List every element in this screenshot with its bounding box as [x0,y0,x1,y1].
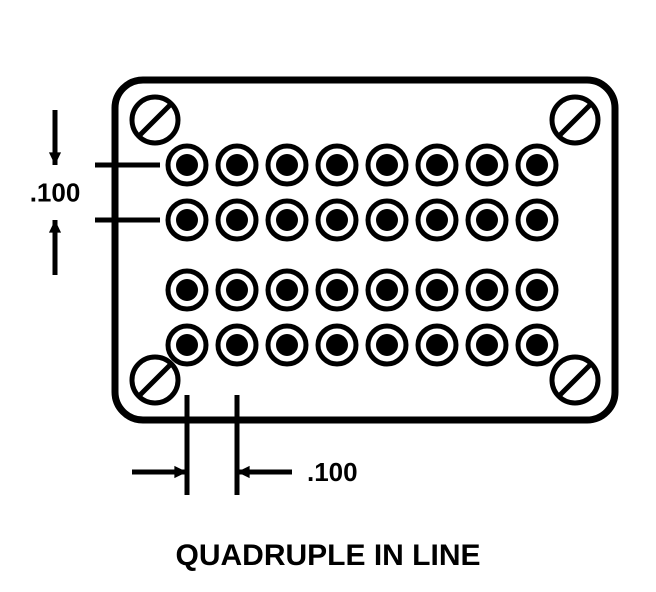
dim-h-label: .100 [307,457,358,487]
pin-icon [268,146,306,184]
pin-icon [168,326,206,364]
pin-icon [168,271,206,309]
arrowhead-icon [49,152,61,165]
pin-icon [218,146,256,184]
pin-icon [218,271,256,309]
pin-icon [218,201,256,239]
pin-icon [168,201,206,239]
pin-icon [468,271,506,309]
connector-outline [115,80,615,420]
pin-icon [518,271,556,309]
screw-icon [132,97,178,143]
pin-icon [418,201,456,239]
pin-icon [318,326,356,364]
pin-icon [318,146,356,184]
pin-icon [218,326,256,364]
pin-icon [368,271,406,309]
pin-icon [468,201,506,239]
screw-icon [552,357,598,403]
pin-icon [268,326,306,364]
pin-icon [468,146,506,184]
pin-icon [318,271,356,309]
pin-icon [268,201,306,239]
pin-icon [468,326,506,364]
pin-icon [418,271,456,309]
pin-icon [518,201,556,239]
screw-icon [132,357,178,403]
pin-icon [518,146,556,184]
pin-icon [318,201,356,239]
pin-icon [368,146,406,184]
diagram-title: QUADRUPLE IN LINE [175,539,480,572]
pin-icon [418,326,456,364]
pin-icon [418,146,456,184]
dim-v-label: .100 [30,178,81,208]
pin-icon [368,326,406,364]
arrowhead-icon [49,220,61,233]
pin-icon [168,146,206,184]
pin-icon [368,201,406,239]
pin-icon [518,326,556,364]
pin-icon [268,271,306,309]
screw-icon [552,97,598,143]
